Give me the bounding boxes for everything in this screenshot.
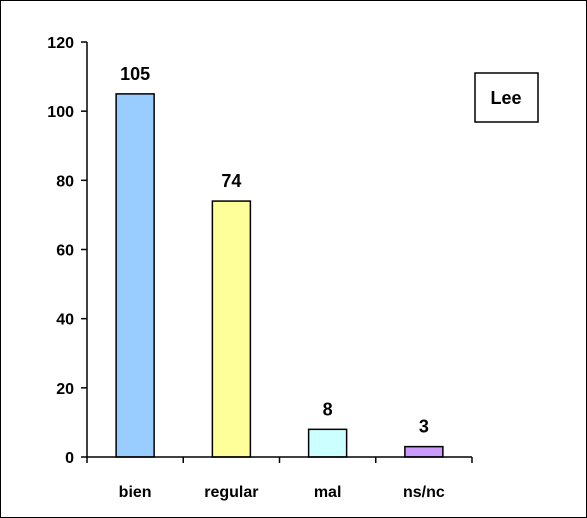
data-label: 3	[419, 417, 429, 437]
data-label: 105	[120, 64, 150, 84]
legend-box	[474, 72, 539, 123]
bars-group	[115, 93, 444, 458]
y-tick-label: 120	[47, 35, 74, 52]
y-tick-label: 40	[56, 312, 74, 329]
y-tick-label: 0	[65, 450, 74, 467]
legend-label: Lee	[490, 88, 521, 108]
labels-group: 105 bien 74 regular 8 mal 3 ns/nc 0 20 40 60 80 100 12…	[47, 35, 445, 501]
data-label: 74	[221, 171, 241, 191]
y-tick-label: 100	[47, 104, 74, 121]
category-label: regular	[204, 484, 258, 501]
data-label: 8	[323, 399, 333, 419]
axes-group	[81, 41, 473, 463]
category-label: mal	[314, 484, 342, 501]
category-label: ns/nc	[403, 484, 445, 501]
bar-regular	[211, 200, 252, 458]
y-tick-label: 20	[56, 381, 74, 398]
bar-ns-nc	[404, 445, 444, 458]
bar-bien	[115, 93, 155, 458]
category-label: bien	[119, 484, 152, 501]
bar-mal	[307, 428, 348, 458]
y-tick-label: 60	[56, 243, 74, 260]
y-tick-label: 80	[56, 173, 74, 190]
legend: Lee	[474, 72, 539, 123]
